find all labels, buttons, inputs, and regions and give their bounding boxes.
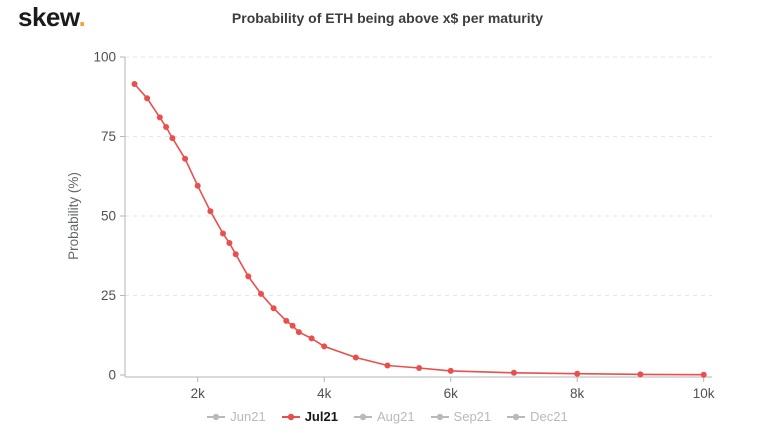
legend-label: Dec21 xyxy=(530,409,568,424)
x-tick-label: 10k xyxy=(693,386,715,401)
y-tick-label: 75 xyxy=(101,129,116,144)
legend-line-dot-icon xyxy=(353,413,372,420)
data-point-jul21-1500[interactable] xyxy=(163,124,170,130)
data-point-jul21-3500[interactable] xyxy=(289,322,296,329)
x-tick-label: 4k xyxy=(317,386,332,401)
skew-logo[interactable]: skew. xyxy=(18,2,86,33)
y-axis-label: Probability (%) xyxy=(66,172,81,260)
data-point-jul21-2800[interactable] xyxy=(245,273,252,280)
data-point-jul21-3400[interactable] xyxy=(283,317,290,324)
legend-label: Jul21 xyxy=(304,409,338,424)
legend-item-dec21[interactable]: Dec21 xyxy=(507,409,568,424)
legend-label: Sep21 xyxy=(453,409,492,424)
data-point-jul21-9000[interactable] xyxy=(637,371,644,378)
data-point-jul21-1800[interactable] xyxy=(182,155,189,162)
data-point-jul21-3200[interactable] xyxy=(270,305,277,312)
skew-logo-dot: . xyxy=(78,2,86,32)
legend-label: Aug21 xyxy=(376,409,415,424)
data-point-jul21-2500[interactable] xyxy=(226,240,233,246)
legend-item-sep21[interactable]: Sep21 xyxy=(430,409,492,424)
legend-label: Jun21 xyxy=(230,409,266,424)
data-point-jul21-7000[interactable] xyxy=(510,369,517,376)
data-point-jul21-2400[interactable] xyxy=(220,230,226,237)
x-tick-label: 6k xyxy=(444,386,459,401)
y-tick-label: 50 xyxy=(101,209,116,224)
data-point-jul21-1200[interactable] xyxy=(144,95,151,102)
x-tick-label: 8k xyxy=(570,386,585,401)
legend-line-dot-icon xyxy=(507,413,526,420)
legend-item-jun21[interactable]: Jun21 xyxy=(207,409,266,424)
data-point-jul21-6000[interactable] xyxy=(447,367,454,374)
y-tick-label: 0 xyxy=(108,368,116,383)
legend-line-dot-icon xyxy=(430,413,449,420)
data-point-jul21-1000[interactable] xyxy=(131,81,138,87)
y-tick-label: 100 xyxy=(93,50,116,65)
data-point-jul21-3600[interactable] xyxy=(295,329,302,336)
data-point-jul21-5500[interactable] xyxy=(416,365,423,371)
legend-line-dot-icon xyxy=(207,413,226,420)
data-point-jul21-4500[interactable] xyxy=(352,354,359,361)
probability-line-chart: 0 25 50 75 100 2k 4k 6k 8k 10k Probability (%) xyxy=(66,50,715,402)
data-point-jul21-1400[interactable] xyxy=(156,114,163,121)
legend-item-jul21[interactable]: Jul21 xyxy=(281,409,338,424)
data-point-jul21-2000[interactable] xyxy=(194,182,201,189)
y-tick-label: 25 xyxy=(101,288,116,303)
chart-title: Probability of ETH being above x$ per ma… xyxy=(231,10,544,26)
data-point-jul21-1600[interactable] xyxy=(169,135,176,142)
skew-logo-text: skew xyxy=(18,2,79,32)
data-point-jul21-4000[interactable] xyxy=(321,343,328,350)
chart-legend: Jun21 Jul21 Aug21 Sep21 Dec21 xyxy=(0,409,775,424)
data-point-jul21-8000[interactable] xyxy=(574,370,581,377)
data-point-jul21-2200[interactable] xyxy=(207,208,214,215)
data-point-jul21-5000[interactable] xyxy=(384,362,391,369)
legend-line-dot-icon xyxy=(281,413,300,420)
data-point-jul21-10000[interactable] xyxy=(700,371,707,378)
x-tick-label: 2k xyxy=(191,386,206,401)
data-point-jul21-3800[interactable] xyxy=(308,335,315,342)
legend-item-aug21[interactable]: Aug21 xyxy=(353,409,415,424)
data-point-jul21-2600[interactable] xyxy=(232,251,239,258)
data-point-jul21-3000[interactable] xyxy=(258,290,264,297)
series-line-jul21 xyxy=(133,83,704,376)
